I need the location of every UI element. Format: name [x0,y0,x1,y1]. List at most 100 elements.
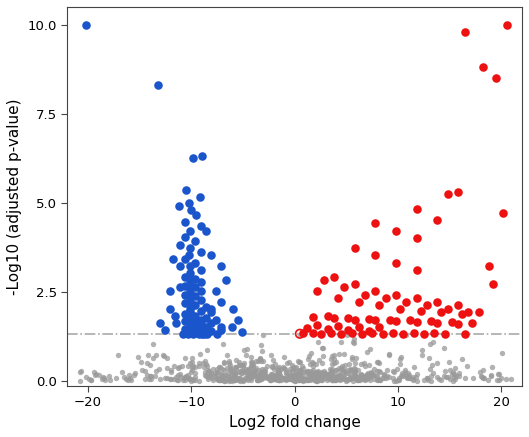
Point [277,366,285,373]
Point [286,366,295,373]
Point [186,281,195,288]
Point [213,331,222,338]
Point [256,375,264,382]
Point [266,377,275,384]
Point [400,368,409,375]
Point [360,375,369,382]
Point [282,370,290,377]
Point [413,319,421,326]
Point [258,366,267,373]
Point [345,367,354,374]
Point [289,364,297,371]
Point [463,363,472,370]
Point [294,376,302,383]
Point [229,305,237,312]
Point [306,375,314,382]
Point [267,377,275,384]
Point [330,315,338,322]
Point [225,377,233,384]
Point [396,355,404,362]
Point [419,377,428,384]
Point [258,375,267,382]
Point [412,373,420,380]
Point [250,369,258,376]
Point [286,372,294,379]
Point [335,350,343,357]
Point [348,355,356,362]
Point [282,375,291,382]
Point [361,372,369,379]
Point [249,362,257,369]
Point [314,377,323,384]
Point [334,323,342,329]
Point [255,367,263,374]
Point [260,368,269,375]
Point [359,375,368,382]
Point [196,326,205,333]
Point [397,370,406,377]
Point [260,372,269,379]
Point [297,375,305,382]
Point [191,259,199,266]
Point [478,373,486,380]
Point [212,372,221,379]
Point [405,374,414,381]
Point [256,356,264,363]
Point [296,376,304,383]
Point [188,366,196,373]
Point [304,367,312,374]
Point [425,340,434,347]
Point [225,377,233,384]
Point [363,371,372,378]
Point [186,286,195,293]
Point [303,325,311,332]
Point [228,370,236,377]
Point [281,375,290,382]
Point [191,319,199,326]
Point [188,363,196,370]
Point [347,329,355,336]
Point [451,376,459,383]
Point [314,372,323,379]
Point [349,370,358,377]
Point [207,371,215,378]
Point [295,359,304,366]
Point [191,302,199,309]
Point [371,372,380,379]
Point [340,362,349,369]
Point [443,191,452,198]
Point [286,373,294,380]
Point [214,376,222,383]
Point [197,331,206,338]
Point [461,28,469,35]
Point [189,376,198,383]
Point [257,368,266,375]
Point [450,371,459,378]
Point [273,367,282,374]
Point [248,370,256,377]
Point [207,309,215,316]
Point [427,377,435,384]
Point [297,375,306,382]
Point [253,377,261,384]
Point [207,328,215,335]
Point [458,311,467,318]
Point [156,319,165,326]
Point [181,233,189,240]
Point [291,364,299,371]
Point [385,351,394,358]
Point [176,371,184,378]
Point [90,371,99,378]
Point [469,375,477,382]
Point [309,363,317,370]
Point [249,368,257,375]
Point [185,199,194,206]
Point [99,374,108,381]
Point [351,371,359,378]
Point [299,376,307,383]
Point [366,377,374,384]
Point [250,371,259,378]
Point [444,374,452,381]
Point [252,373,261,380]
Point [229,376,237,383]
